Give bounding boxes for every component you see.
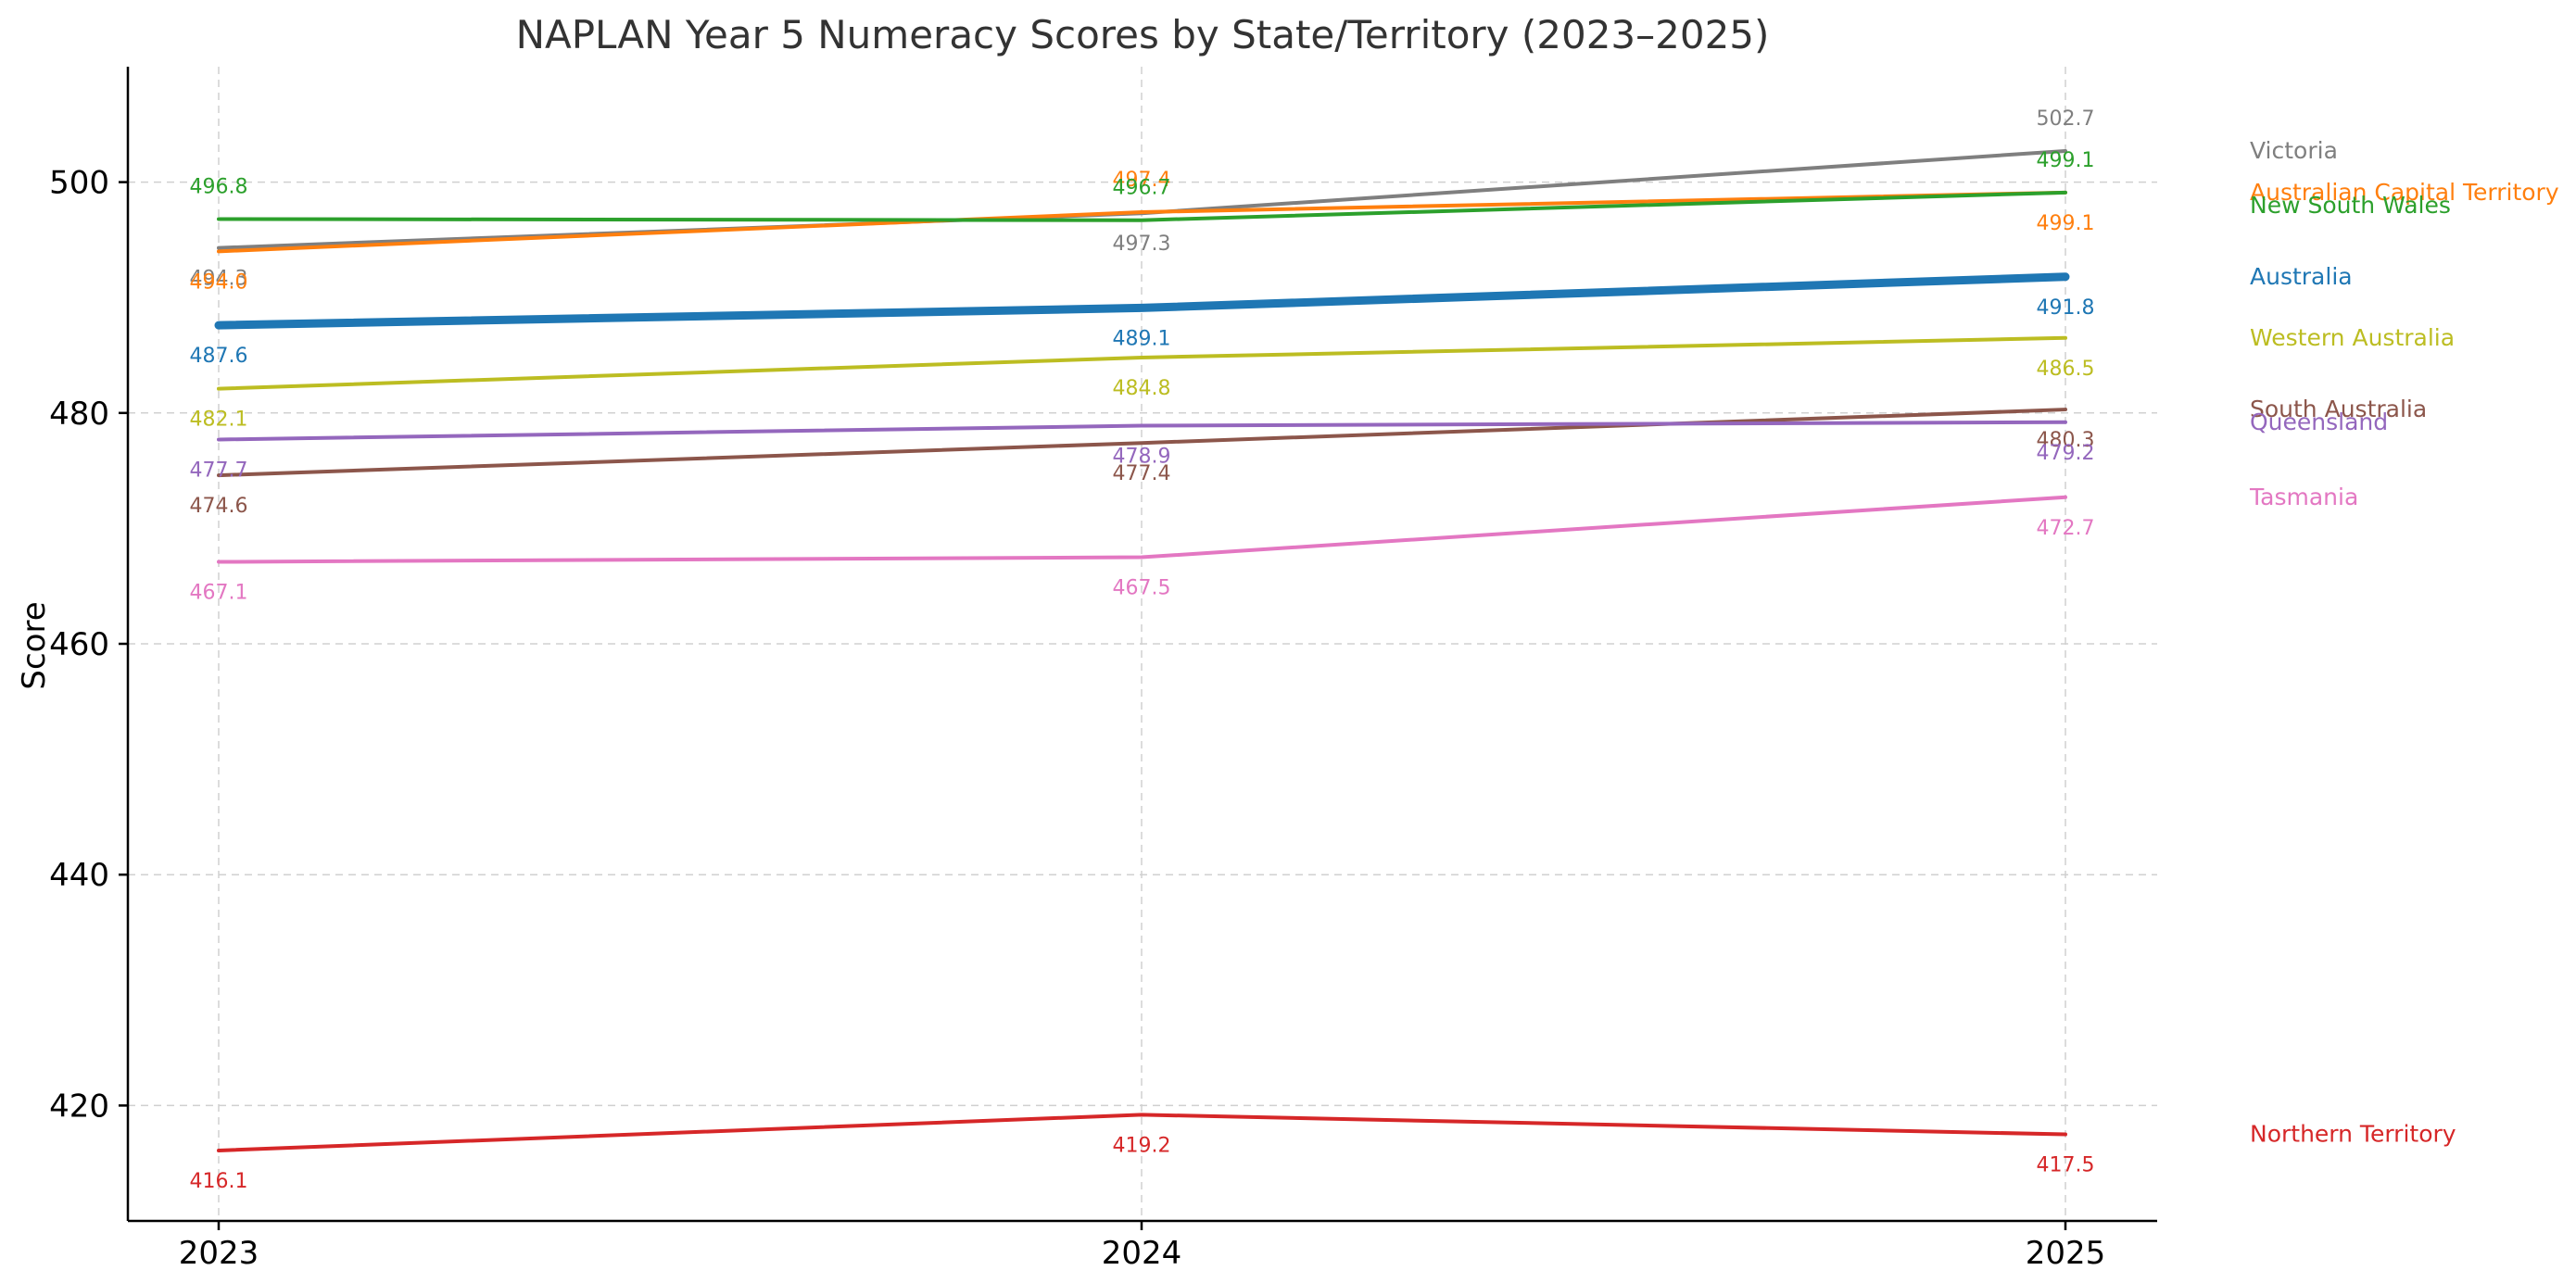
chart-title: NAPLAN Year 5 Numeracy Scores by State/T… [516, 12, 1770, 57]
series-name-western-australia: Western Australia [2250, 324, 2455, 351]
y-tick-label-500: 500 [49, 165, 109, 202]
y-tick-label-460: 460 [49, 626, 109, 663]
series-line-south-australia [217, 408, 2067, 478]
x-tick-label-2025: 2025 [2026, 1235, 2106, 1272]
data-label-victoria-2024: 497.3 [1113, 233, 1171, 256]
series-name-south-australia: South Australia [2250, 396, 2427, 422]
data-label-northern-territory-2025: 417.5 [2037, 1154, 2095, 1177]
series-line-tasmania [217, 495, 2067, 564]
series-layer [214, 148, 2070, 1152]
x-tick-label-2024: 2024 [1102, 1235, 1182, 1272]
series-line-new-south-wales [217, 190, 2067, 222]
series-end-labels-layer: Victoria Australian Capital TerritoryNew … [2249, 137, 2559, 1148]
data-label-victoria-2023: 494.3 [190, 268, 248, 291]
series-line-australian-capital-territory [217, 190, 2067, 254]
data-label-western-australia-2024: 484.8 [1113, 377, 1171, 400]
series-line-queensland [217, 420, 2067, 442]
data-label-tasmania-2023: 467.1 [190, 582, 248, 605]
data-label-queensland-2025: 479.2 [2037, 442, 2095, 465]
data-label-queensland-2024: 478.9 [1113, 446, 1171, 469]
series-name-queensland: Queensland [2250, 409, 2388, 435]
series-name-australian-capital-territory: Australian Capital Territory [2250, 179, 2559, 206]
data-label-australia-2024: 489.1 [1113, 327, 1171, 350]
data-label-australian-capital-territory-2024: 497.4 [1113, 169, 1171, 192]
series-line-western-australia [217, 335, 2067, 391]
series-name-northern-territory: Northern Territory [2250, 1121, 2456, 1148]
data-label-australia-2025: 491.8 [2037, 296, 2095, 320]
data-label-new-south-wales-2024: 496.7 [1113, 177, 1171, 200]
data-label-south-australia-2023: 474.6 [190, 495, 248, 518]
series-line-northern-territory [217, 1113, 2067, 1152]
data-label-tasmania-2024: 467.5 [1113, 577, 1171, 600]
grid-layer [128, 67, 2157, 1221]
data-label-australian-capital-territory-2023: 494.0 [190, 270, 248, 294]
data-label-western-australia-2025: 486.5 [2037, 358, 2095, 381]
series-name-australia: Australia [2250, 263, 2353, 290]
data-label-new-south-wales-2023: 496.8 [190, 175, 248, 198]
axes-layer: 420 440 460 480 500 2023 2024 2025 [49, 67, 2157, 1272]
data-label-tasmania-2025: 472.7 [2037, 517, 2095, 540]
data-label-northern-territory-2024: 419.2 [1113, 1134, 1171, 1157]
series-name-victoria: Victoria [2250, 137, 2338, 164]
series-name-new-south-wales: New South Wales [2250, 192, 2451, 219]
data-label-south-australia-2025: 480.3 [2037, 429, 2095, 452]
data-label-new-south-wales-2025: 499.1 [2037, 149, 2095, 172]
series-name-tasmania: Tasmania [2249, 484, 2358, 510]
data-label-northern-territory-2023: 416.1 [190, 1170, 248, 1193]
data-label-western-australia-2023: 482.1 [190, 409, 248, 432]
y-axis-label: Score [16, 601, 53, 689]
data-label-australia-2023: 487.6 [190, 345, 248, 368]
series-line-australia [214, 272, 2070, 330]
y-tick-label-480: 480 [49, 396, 109, 433]
y-tick-label-440: 440 [49, 857, 109, 894]
data-label-victoria-2025: 502.7 [2037, 107, 2095, 131]
data-label-south-australia-2024: 477.4 [1113, 462, 1171, 485]
y-tick-label-420: 420 [49, 1088, 109, 1125]
data-label-queensland-2023: 477.7 [190, 459, 248, 482]
x-tick-label-2023: 2023 [179, 1235, 259, 1272]
data-label-australian-capital-territory-2025: 499.1 [2037, 212, 2095, 235]
